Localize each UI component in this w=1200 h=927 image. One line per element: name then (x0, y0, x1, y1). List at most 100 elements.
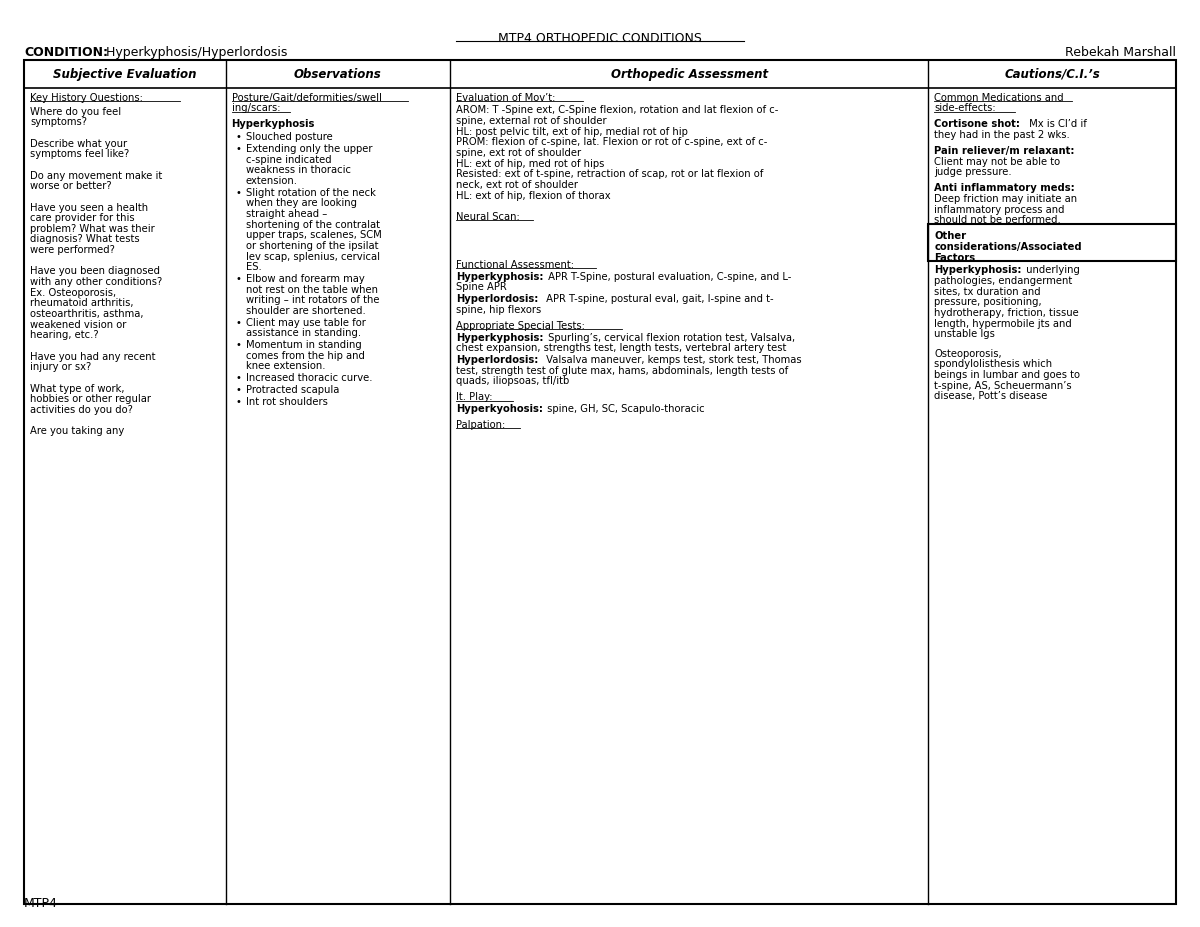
Text: PROM: flexion of c-spine, lat. Flexion or rot of c-spine, ext of c-: PROM: flexion of c-spine, lat. Flexion o… (456, 137, 768, 147)
Text: Rebekah Marshall: Rebekah Marshall (1066, 46, 1176, 59)
Text: Have you been diagnosed: Have you been diagnosed (30, 266, 160, 276)
Text: Palpation:: Palpation: (456, 420, 505, 430)
Text: spine, external rot of shoulder: spine, external rot of shoulder (456, 116, 607, 126)
Text: lev scap, splenius, cervical: lev scap, splenius, cervical (246, 251, 380, 261)
Text: Spine APR: Spine APR (456, 283, 506, 292)
Text: spine, hip flexors: spine, hip flexors (456, 305, 541, 315)
Text: shortening of the contralat: shortening of the contralat (246, 220, 380, 230)
Text: chest expansion, strengths test, length tests, vertebral artery test: chest expansion, strengths test, length … (456, 343, 787, 353)
Text: inflammatory process and: inflammatory process and (935, 205, 1064, 215)
Text: side-effects:: side-effects: (935, 103, 996, 113)
Text: upper traps, scalenes, SCM: upper traps, scalenes, SCM (246, 230, 382, 240)
Text: should not be performed.: should not be performed. (935, 215, 1061, 225)
Text: Common Medications and: Common Medications and (935, 93, 1064, 103)
Text: osteoarthritis, asthma,: osteoarthritis, asthma, (30, 309, 144, 319)
Text: neck, ext rot of shoulder: neck, ext rot of shoulder (456, 180, 578, 190)
Text: shoulder are shortened.: shoulder are shortened. (246, 306, 366, 316)
Text: •: • (235, 144, 241, 154)
Text: •: • (235, 187, 241, 197)
Text: t-spine, AS, Scheuermann’s: t-spine, AS, Scheuermann’s (935, 380, 1072, 390)
Text: unstable lgs: unstable lgs (935, 329, 995, 339)
Text: Are you taking any: Are you taking any (30, 426, 125, 437)
Text: worse or better?: worse or better? (30, 181, 112, 191)
Text: Hyperkyphosis:: Hyperkyphosis: (935, 265, 1022, 275)
Text: ES.: ES. (246, 262, 262, 273)
Text: weakness in thoracic: weakness in thoracic (246, 165, 352, 175)
Text: Valsalva maneuver, kemps test, stork test, Thomas: Valsalva maneuver, kemps test, stork tes… (542, 355, 802, 365)
Text: •: • (235, 385, 241, 395)
Text: Protracted scapula: Protracted scapula (246, 385, 340, 395)
Text: Int rot shoulders: Int rot shoulders (246, 397, 328, 407)
Text: symptoms?: symptoms? (30, 117, 88, 127)
Text: straight ahead –: straight ahead – (246, 209, 328, 219)
Text: length, hypermobile jts and: length, hypermobile jts and (935, 319, 1072, 329)
Text: rheumatoid arthritis,: rheumatoid arthritis, (30, 298, 133, 309)
Text: care provider for this: care provider for this (30, 213, 134, 223)
Text: Neural Scan:: Neural Scan: (456, 212, 520, 222)
Text: Hyperkyphosis:: Hyperkyphosis: (456, 333, 544, 343)
Text: Subjective Evaluation: Subjective Evaluation (53, 68, 197, 81)
Text: Increased thoracic curve.: Increased thoracic curve. (246, 373, 372, 383)
Text: Momentum in standing: Momentum in standing (246, 340, 361, 350)
Text: HL: post pelvic tilt, ext of hip, medial rot of hip: HL: post pelvic tilt, ext of hip, medial… (456, 127, 688, 137)
Text: Elbow and forearm may: Elbow and forearm may (246, 273, 365, 284)
Text: What type of work,: What type of work, (30, 384, 125, 394)
Text: Functional Assessment:: Functional Assessment: (456, 260, 575, 270)
Text: pressure, positioning,: pressure, positioning, (935, 298, 1042, 308)
Text: Mx is CI’d if: Mx is CI’d if (1026, 120, 1086, 130)
Text: MTP4: MTP4 (24, 897, 58, 910)
Text: Spurling’s, cervical flexion rotation test, Valsalva,: Spurling’s, cervical flexion rotation te… (545, 333, 796, 343)
Text: c-spine indicated: c-spine indicated (246, 155, 331, 164)
Text: pathologies, endangerment: pathologies, endangerment (935, 276, 1073, 286)
Text: Hyperkyohosis:: Hyperkyohosis: (456, 404, 544, 414)
Text: with any other conditions?: with any other conditions? (30, 277, 162, 287)
Text: spondylolisthesis which: spondylolisthesis which (935, 359, 1052, 369)
Text: Where do you feel: Where do you feel (30, 107, 121, 117)
Text: were performed?: were performed? (30, 245, 115, 255)
Text: HL: ext of hip, flexion of thorax: HL: ext of hip, flexion of thorax (456, 191, 611, 201)
Text: when they are looking: when they are looking (246, 198, 358, 209)
Text: Key History Questions:: Key History Questions: (30, 93, 143, 103)
Text: Evaluation of Mov’t:: Evaluation of Mov’t: (456, 93, 556, 103)
Text: judge pressure.: judge pressure. (935, 167, 1012, 177)
Text: Describe what your: Describe what your (30, 138, 127, 148)
Text: It. Play:: It. Play: (456, 392, 493, 402)
Text: diagnosis? What tests: diagnosis? What tests (30, 235, 139, 245)
Text: activities do you do?: activities do you do? (30, 405, 133, 415)
Text: APR T-spine, postural eval, gait, l-spine and t-: APR T-spine, postural eval, gait, l-spin… (542, 294, 773, 304)
Text: •: • (235, 318, 241, 327)
Text: problem? What was their: problem? What was their (30, 223, 155, 234)
Text: hearing, etc.?: hearing, etc.? (30, 330, 98, 340)
Text: they had in the past 2 wks.: they had in the past 2 wks. (935, 130, 1070, 140)
Text: underlying: underlying (1024, 265, 1080, 275)
Text: Hyperkyphosis/Hyperlordosis: Hyperkyphosis/Hyperlordosis (102, 46, 287, 59)
Text: •: • (235, 397, 241, 407)
Text: Pain reliever/m relaxant:: Pain reliever/m relaxant: (935, 146, 1075, 156)
Text: Resisted: ext of t-spine, retraction of scap, rot or lat flexion of: Resisted: ext of t-spine, retraction of … (456, 170, 763, 180)
Text: Anti inflammatory meds:: Anti inflammatory meds: (935, 184, 1075, 194)
Text: or shortening of the ipsilat: or shortening of the ipsilat (246, 241, 378, 251)
Text: writing – int rotators of the: writing – int rotators of the (246, 295, 379, 305)
Text: Cautions/C.I.’s: Cautions/C.I.’s (1004, 68, 1100, 81)
Text: comes from the hip and: comes from the hip and (246, 350, 365, 361)
Text: extension.: extension. (246, 176, 298, 185)
Text: Hyperlordosis:: Hyperlordosis: (456, 355, 539, 365)
Text: Orthopedic Assessment: Orthopedic Assessment (611, 68, 768, 81)
Text: beings in lumbar and goes to: beings in lumbar and goes to (935, 370, 1080, 380)
Text: Factors: Factors (935, 252, 976, 262)
Text: hydrotherapy, friction, tissue: hydrotherapy, friction, tissue (935, 308, 1079, 318)
Text: considerations/Associated: considerations/Associated (935, 242, 1082, 252)
Text: Observations: Observations (294, 68, 382, 81)
Text: Posture/Gait/deformities/swell: Posture/Gait/deformities/swell (232, 93, 382, 103)
Text: Appropriate Special Tests:: Appropriate Special Tests: (456, 321, 586, 331)
Text: Do any movement make it: Do any movement make it (30, 171, 162, 181)
Text: •: • (235, 373, 241, 383)
Text: Deep friction may initiate an: Deep friction may initiate an (935, 194, 1078, 204)
Text: Other: Other (935, 231, 966, 241)
Text: Client may not be able to: Client may not be able to (935, 157, 1061, 167)
Text: disease, Pott’s disease: disease, Pott’s disease (935, 391, 1048, 401)
Text: Extending only the upper: Extending only the upper (246, 144, 372, 154)
Text: Hyperkyphosis:: Hyperkyphosis: (456, 272, 544, 282)
Text: APR T-Spine, postural evaluation, C-spine, and L-: APR T-Spine, postural evaluation, C-spin… (545, 272, 792, 282)
Text: CONDITION:: CONDITION: (24, 46, 108, 59)
